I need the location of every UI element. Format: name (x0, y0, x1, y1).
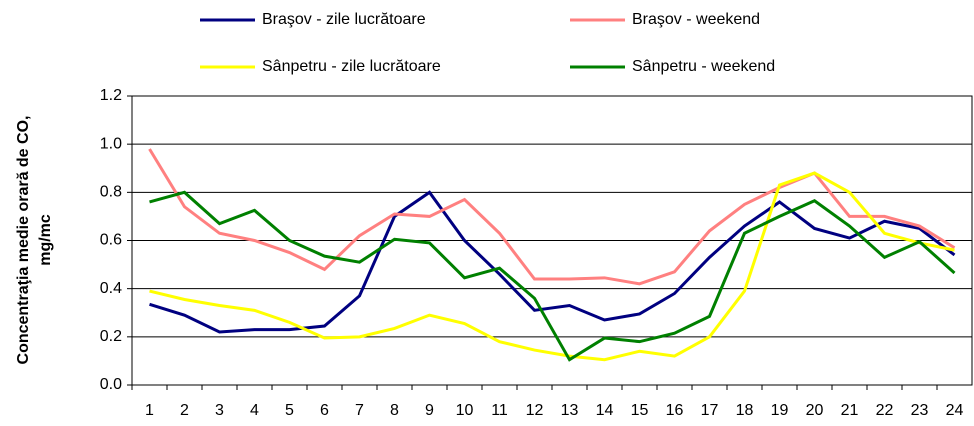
x-tick-label: 17 (701, 402, 719, 419)
series-line (149, 190, 956, 362)
y-label-line: mg/mc (37, 214, 54, 266)
x-tick-label: 1 (145, 402, 154, 419)
x-tick-label: 22 (876, 402, 894, 419)
y-axis-title: Concentraţia medie orară de CO, mg/mc (15, 116, 54, 365)
x-tick-label: 23 (911, 402, 929, 419)
x-tick-label: 16 (666, 402, 684, 419)
x-tick-label: 8 (390, 402, 399, 419)
legend-label: Braşov - zile lucrătoare (262, 11, 426, 28)
x-tick-label: 19 (771, 402, 789, 419)
x-tick-label: 9 (425, 402, 434, 419)
legend-label: Sânpetru - weekend (632, 58, 775, 75)
y-tick-label: 0.8 (100, 184, 122, 201)
x-tick-label: 18 (736, 402, 754, 419)
x-tick-label: 21 (841, 402, 859, 419)
legend-label: Sânpetru - zile lucrătoare (262, 58, 441, 75)
x-tick-label: 13 (561, 402, 579, 419)
x-tick-label: 10 (456, 402, 474, 419)
y-tick-label: 0.4 (100, 280, 122, 297)
x-tick-label: 5 (285, 402, 294, 419)
x-tick-label: 11 (491, 402, 508, 419)
x-tick-label: 14 (596, 402, 614, 419)
y-label-line: Concentraţia medie orară de CO, (15, 116, 32, 365)
series-line (149, 171, 955, 362)
y-tick-label: 0.0 (100, 376, 122, 393)
y-tick-label: 1.2 (100, 87, 122, 104)
x-tick-label: 12 (526, 402, 544, 419)
series-line (148, 148, 956, 286)
series-line (149, 190, 956, 334)
x-tick-label: 3 (215, 402, 224, 419)
x-tick-label: 4 (250, 402, 259, 419)
x-tick-label: 20 (806, 402, 824, 419)
x-tick-label: 7 (355, 402, 364, 419)
x-tick-label: 15 (631, 402, 649, 419)
y-tick-label: 0.2 (100, 328, 122, 345)
y-tick-label: 1.0 (100, 135, 122, 152)
x-tick-label: 6 (320, 402, 329, 419)
x-tick-label: 2 (180, 402, 189, 419)
legend-label: Braşov - weekend (632, 11, 760, 28)
y-tick-label: 0.6 (100, 232, 122, 249)
x-tick-label: 24 (946, 402, 964, 419)
